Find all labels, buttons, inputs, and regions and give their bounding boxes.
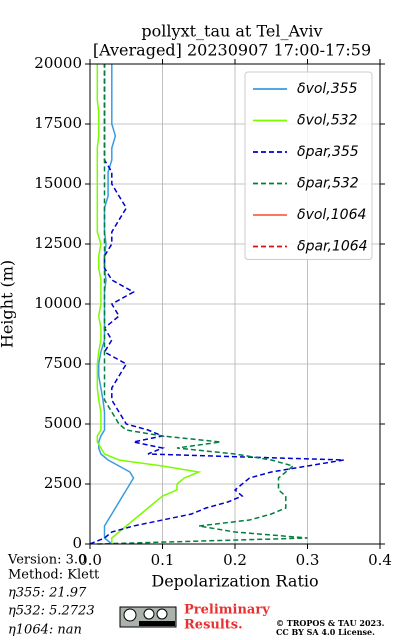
y-tick-label: 2500 [44,474,82,492]
preliminary-note: Preliminary [184,603,270,618]
x-axis-label: Depolarization Ratio [151,572,318,591]
y-tick-label: 0 [72,534,82,552]
info-line: Method: Klett [8,568,100,583]
profile-line [89,64,344,545]
y-tick-label: 15000 [34,174,82,192]
license: © TROPOS & TAU 2023. [276,618,385,628]
legend-label: δvol,355 [297,81,358,97]
y-tick-label: 10000 [34,294,82,312]
x-tick-label: 0.0 [78,551,102,569]
info-line: η355: 21.97 [8,586,87,601]
x-tick-label: 0.2 [223,551,247,569]
preliminary-note: Results. [184,618,243,633]
x-tick-label: 0.1 [151,551,175,569]
x-tick-label: 0.4 [368,551,392,569]
license: CC BY SA 4.0 License. [276,627,375,637]
y-tick-label: 17500 [34,114,82,132]
y-axis-label: Height (m) [0,260,17,348]
legend-label: δpar,355 [297,144,359,160]
legend-label: δpar,532 [297,176,359,192]
chart-title: pollyxt_tau at Tel_Aviv [141,22,322,41]
y-tick-label: 12500 [34,234,82,252]
profile-line [97,64,308,545]
x-tick-label: 0.3 [296,551,320,569]
y-tick-label: 7500 [44,354,82,372]
info-line: η532: 5.2723 [8,604,95,619]
profile-line [96,64,202,544]
y-tick-label: 20000 [34,54,82,72]
chart-title: [Averaged] 20230907 17:00-17:59 [93,41,371,60]
legend-label: δpar,1064 [297,239,368,255]
plot-frame [89,63,381,545]
cc-badge [119,606,177,628]
info-line: Version: 3.0 [7,553,86,568]
legend-label: δvol,532 [297,113,358,129]
legend-box [244,71,373,260]
footer-info: Version: 3.0 Method: Klett η355: 21.97 η… [7,553,100,638]
profile-line [97,64,135,545]
info-line: η1064: nan [8,623,82,638]
legend-label: δvol,1064 [297,207,366,223]
y-tick-label: 5000 [44,414,82,432]
